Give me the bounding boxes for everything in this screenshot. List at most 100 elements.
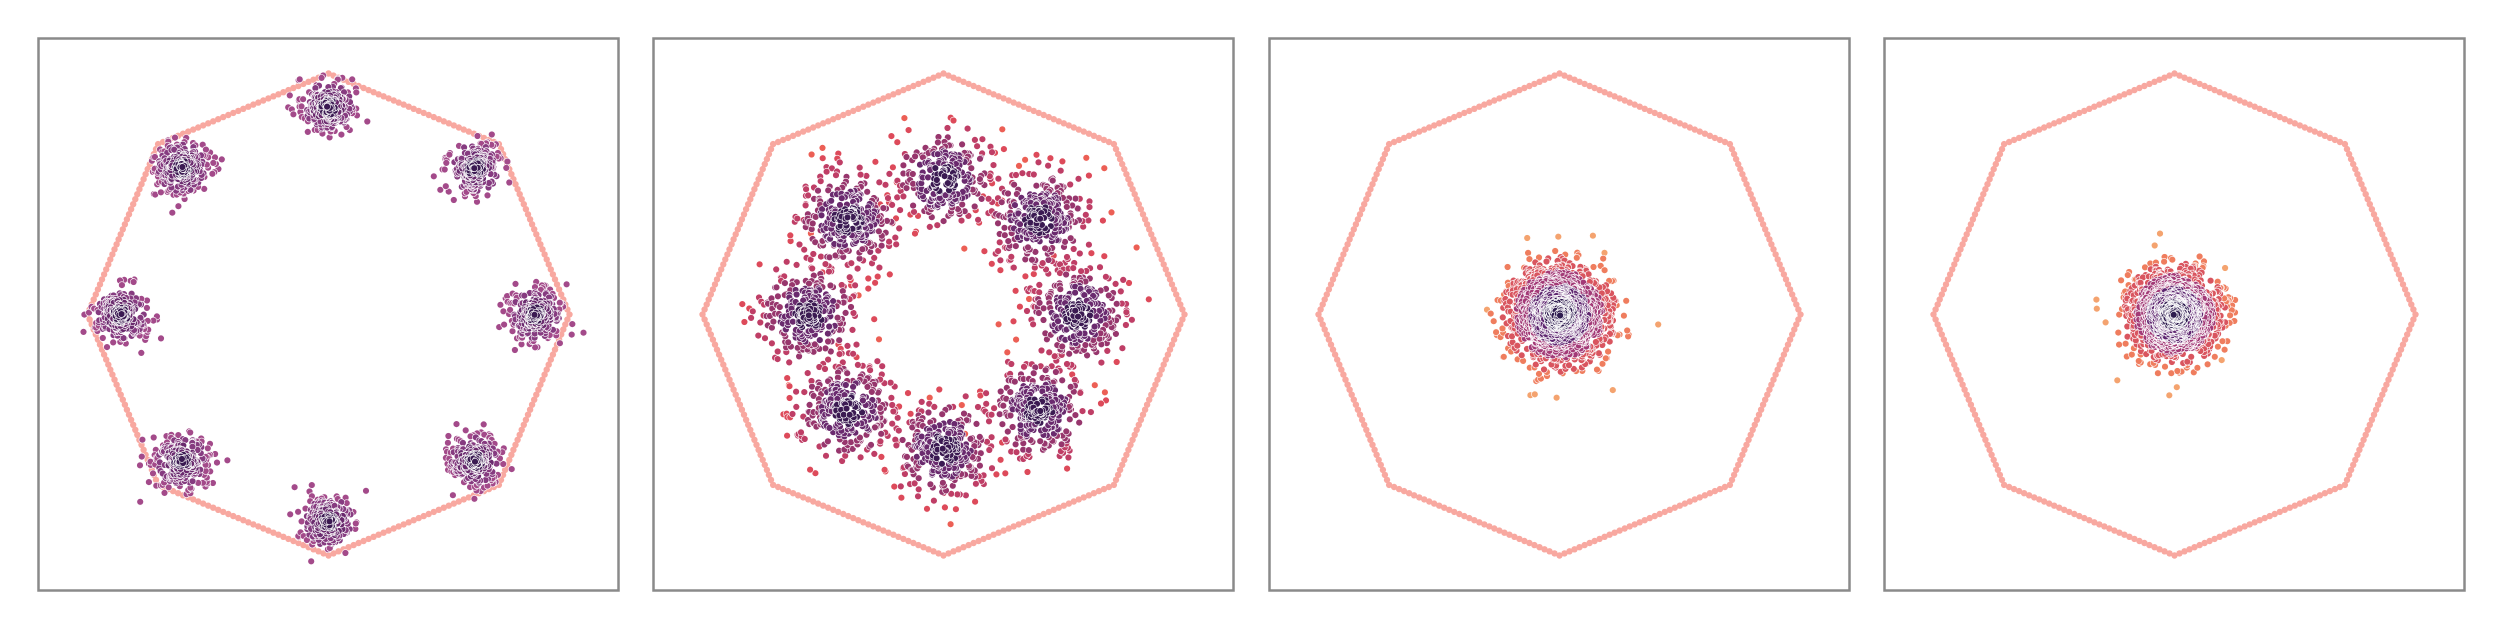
data-point [1025, 446, 1033, 454]
boundary-point [1131, 431, 1138, 438]
boundary-point [1436, 120, 1443, 127]
boundary-point [1127, 441, 1134, 448]
boundary-point [1055, 118, 1062, 125]
boundary-point [895, 89, 902, 96]
data-point [1041, 366, 1050, 374]
data-point [79, 328, 88, 336]
data-point [772, 265, 780, 274]
boundary-point [755, 176, 762, 183]
boundary-point [1521, 84, 1528, 92]
boundary-point [890, 531, 897, 538]
boundary-point [1367, 186, 1374, 193]
boundary-point [111, 376, 118, 383]
data-point [996, 456, 1005, 464]
data-point [136, 498, 144, 506]
boundary-point [205, 120, 212, 127]
data-point [1032, 151, 1041, 159]
data-point [785, 394, 794, 402]
boundary-point [955, 546, 962, 553]
data-point [1063, 360, 1071, 368]
data-point [952, 505, 960, 513]
boundary-point [1075, 496, 1082, 503]
data-point [473, 132, 482, 140]
data-point [768, 324, 776, 332]
boundary-point [784, 134, 792, 142]
data-point [833, 314, 842, 322]
data-point [567, 330, 576, 339]
data-point [943, 124, 952, 132]
boundary-point [1125, 446, 1132, 453]
boundary-point [497, 476, 505, 484]
data-point [903, 453, 911, 461]
data-point [1041, 244, 1049, 253]
data-point [801, 435, 809, 443]
data-point [304, 128, 312, 136]
boundary-point [1516, 86, 1523, 94]
data-point [1035, 288, 1043, 297]
data-point [160, 489, 169, 497]
boundary-point [930, 548, 937, 555]
data-point [1036, 407, 1044, 415]
data-point [881, 181, 890, 189]
data-point [783, 258, 791, 266]
boundary-point [794, 492, 802, 499]
boundary-point [732, 391, 739, 398]
boundary-point [1090, 490, 1098, 497]
boundary-point [835, 508, 842, 516]
boundary-point [200, 122, 207, 129]
data-point [520, 292, 528, 300]
data-point [888, 401, 896, 409]
data-point [1105, 291, 1113, 300]
data-point [926, 480, 935, 488]
data-point [864, 274, 873, 283]
boundary-point [1110, 140, 1118, 148]
data-point [987, 433, 996, 441]
boundary-point [880, 95, 887, 102]
data-point [1044, 256, 1053, 264]
data-point [362, 487, 370, 495]
data-point [171, 133, 179, 142]
data-point [831, 251, 840, 260]
data-point [987, 411, 996, 419]
data-point [962, 491, 970, 499]
data-point [848, 326, 857, 334]
data-point [103, 343, 111, 351]
data-point [806, 466, 814, 474]
boundary-point [1080, 494, 1087, 501]
data-point [805, 401, 814, 409]
boundary-point [1000, 527, 1007, 534]
data-point [783, 374, 791, 382]
boundary-point [280, 533, 287, 540]
data-point [188, 477, 197, 485]
boundary-point [860, 103, 867, 110]
data-point [1001, 469, 1009, 477]
boundary-point [528, 401, 536, 408]
boundary-point [870, 523, 877, 530]
boundary-point [965, 541, 972, 549]
data-point [1003, 348, 1011, 356]
data-point [994, 175, 1003, 183]
boundary-point [1116, 155, 1124, 163]
data-point [174, 202, 183, 210]
boundary-point [703, 321, 710, 328]
data-point [436, 186, 444, 194]
boundary-point [445, 120, 452, 127]
boundary-point [558, 291, 565, 298]
boundary-point [445, 502, 452, 509]
data-point [1102, 273, 1110, 281]
data-point [754, 331, 763, 340]
boundary-point [925, 76, 932, 83]
data-point [470, 164, 478, 172]
data-point [286, 91, 294, 100]
data-point [1082, 211, 1090, 219]
boundary-point [1146, 396, 1153, 403]
boundary-point [1000, 95, 1007, 102]
boundary-point [134, 191, 141, 198]
boundary-point [1160, 361, 1167, 368]
boundary-point [1156, 371, 1163, 378]
boundary-point [250, 101, 257, 108]
data-point [856, 163, 864, 172]
boundary-point [757, 451, 764, 458]
boundary-point [225, 510, 232, 518]
boundary-point [1141, 406, 1149, 413]
